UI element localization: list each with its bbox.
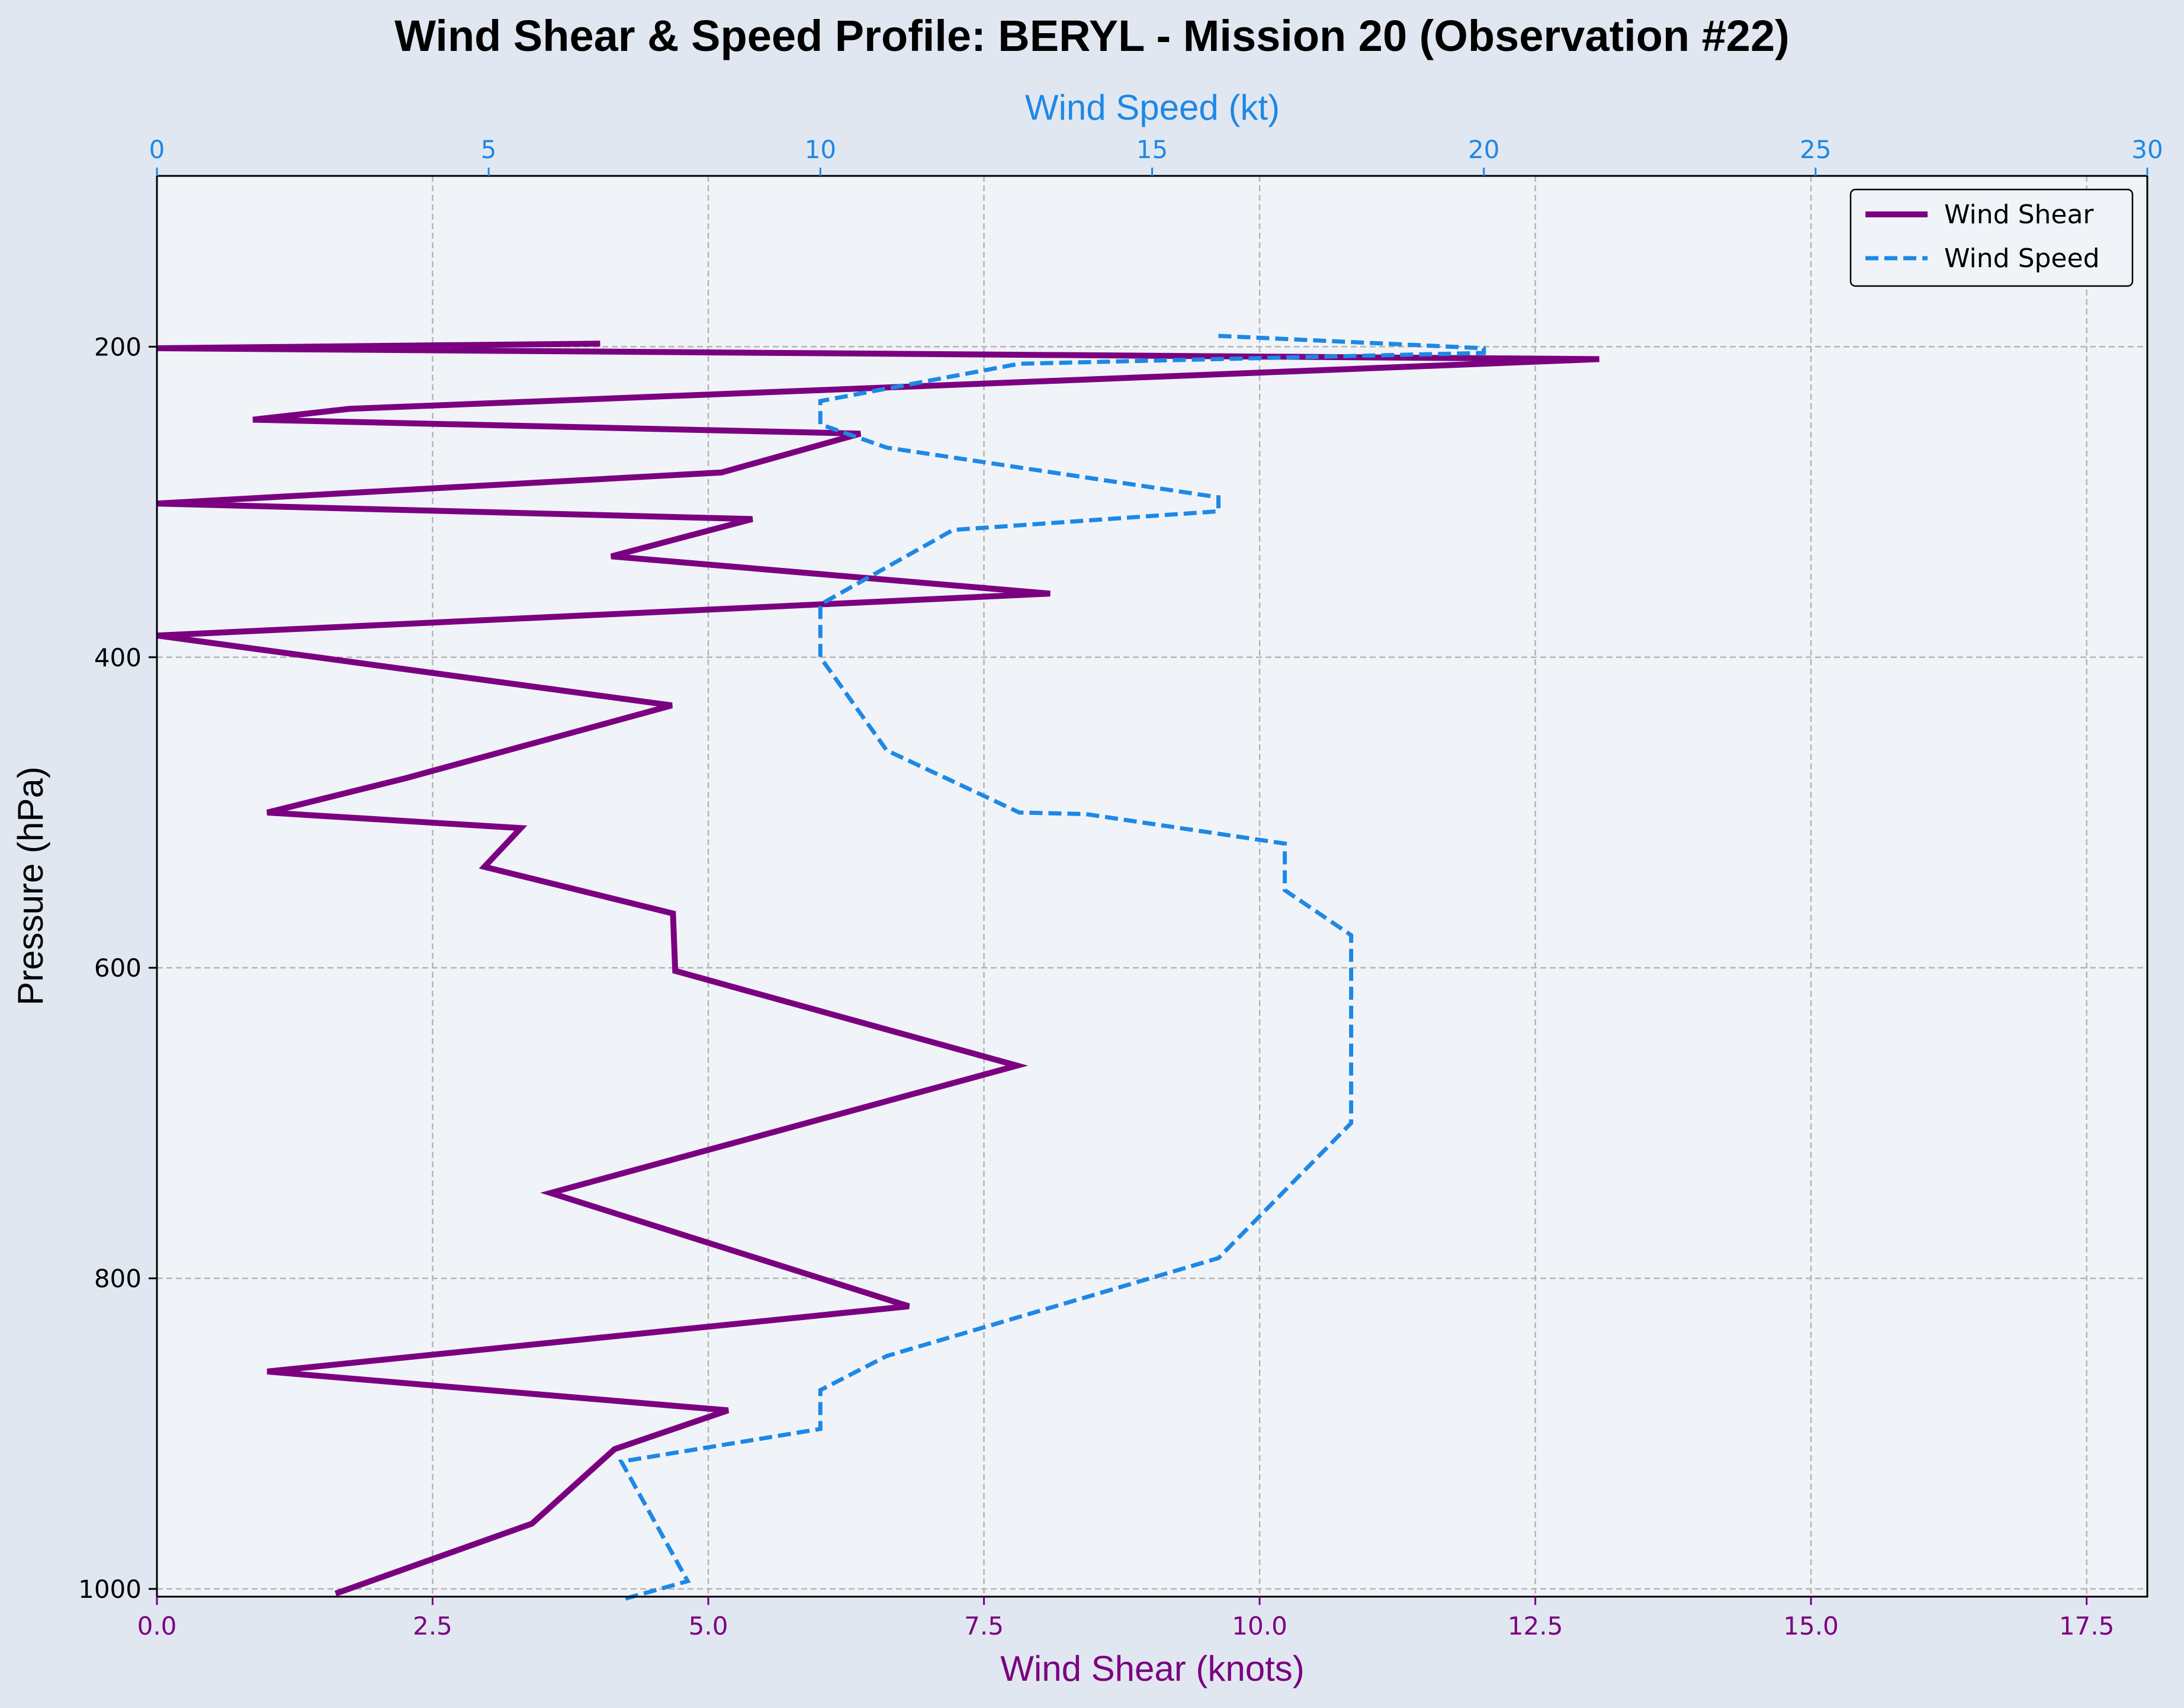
- x2-axis-label: Wind Speed (kt): [1025, 88, 1280, 127]
- chart-title: Wind Shear & Speed Profile: BERYL - Miss…: [394, 11, 1790, 60]
- wind-speed-line: [618, 333, 1486, 1602]
- series-layer: [156, 333, 1600, 1602]
- y-tick-label: 800: [94, 1264, 142, 1293]
- axes-ticks: 0.0 2.5 5.0 7.5 10.0 12.5 15.0 17.5 0 5 10 15 20 25 30…: [78, 135, 2163, 1640]
- x-tick-label: 12.5: [1508, 1611, 1563, 1640]
- x-tick-label: 17.5: [2059, 1611, 2115, 1640]
- x-axis-label: Wind Shear (knots): [1000, 1649, 1305, 1688]
- legend-label-wind-shear: Wind Shear: [1944, 200, 2094, 230]
- legend: Wind Shear Wind Speed: [1849, 188, 2134, 287]
- x-tick-label: 15.0: [1783, 1611, 1839, 1640]
- x2-tick-label: 15: [1136, 135, 1168, 164]
- y-tick-label: 1000: [78, 1575, 142, 1604]
- y-tick-label: 200: [94, 332, 142, 361]
- x2-tick-label: 10: [805, 135, 836, 164]
- y-axis-label: Pressure (hPa): [11, 766, 50, 1005]
- wind-shear-line: [156, 341, 1600, 1597]
- x2-tick-label: 20: [1468, 135, 1499, 164]
- y-tick-label: 400: [94, 643, 142, 672]
- plot-area: [157, 176, 2147, 1597]
- x2-tick-label: 25: [1800, 135, 1831, 164]
- y-tick-label: 600: [94, 953, 142, 983]
- x-tick-label: 7.5: [964, 1611, 1004, 1640]
- x-tick-label: 5.0: [689, 1611, 728, 1640]
- legend-label-wind-speed: Wind Speed: [1944, 243, 2100, 274]
- x-tick-label: 2.5: [413, 1611, 452, 1640]
- x-tick-label: 0.0: [137, 1611, 177, 1640]
- x2-tick-label: 5: [481, 135, 497, 164]
- x2-tick-label: 0: [149, 135, 165, 164]
- x-tick-label: 10.0: [1232, 1611, 1287, 1640]
- x2-tick-label: 30: [2131, 135, 2163, 164]
